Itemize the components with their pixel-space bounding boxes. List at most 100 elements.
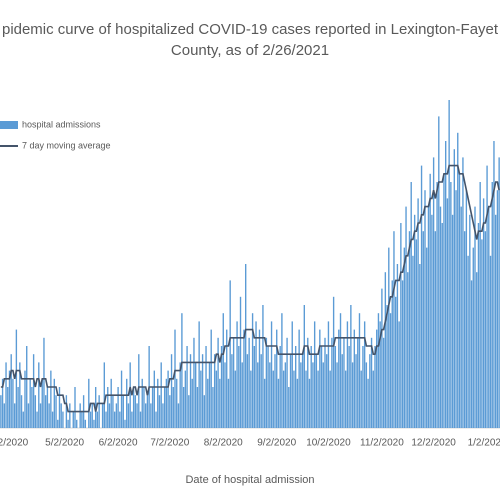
bar bbox=[396, 264, 399, 428]
bar bbox=[308, 378, 311, 428]
bar bbox=[151, 387, 154, 428]
bar bbox=[41, 378, 43, 428]
x-axis-label: Date of hospital admission bbox=[185, 474, 314, 486]
bar bbox=[195, 362, 197, 428]
bar bbox=[177, 403, 180, 428]
bar bbox=[196, 387, 199, 428]
bar bbox=[295, 346, 297, 428]
bar bbox=[367, 378, 369, 428]
bar bbox=[112, 395, 114, 428]
bar bbox=[162, 403, 164, 428]
bar bbox=[208, 362, 211, 428]
bar bbox=[65, 395, 68, 428]
bar bbox=[34, 395, 37, 428]
bar bbox=[241, 362, 243, 428]
legend-label: 7 day moving average bbox=[22, 140, 111, 150]
bar bbox=[434, 231, 437, 428]
bar bbox=[186, 346, 188, 428]
bar bbox=[253, 346, 255, 428]
bar bbox=[463, 231, 466, 428]
bar bbox=[374, 346, 376, 428]
bar bbox=[426, 247, 428, 428]
bar bbox=[200, 370, 202, 428]
bar bbox=[31, 387, 33, 428]
bar bbox=[141, 378, 143, 428]
bar bbox=[315, 354, 318, 428]
bar bbox=[26, 346, 28, 428]
bar bbox=[301, 354, 304, 428]
bar bbox=[53, 378, 55, 428]
bar bbox=[120, 370, 123, 428]
bar bbox=[365, 362, 368, 428]
bar bbox=[227, 378, 230, 428]
bar bbox=[258, 329, 261, 428]
bar bbox=[282, 370, 285, 428]
bar bbox=[3, 403, 5, 428]
bar bbox=[117, 387, 119, 428]
bar bbox=[60, 403, 62, 428]
bar bbox=[284, 362, 287, 428]
bar bbox=[72, 411, 74, 428]
bar bbox=[108, 403, 111, 428]
bar bbox=[257, 362, 259, 428]
x-tick-label: 9/2/2020 bbox=[257, 438, 296, 449]
bar bbox=[324, 337, 326, 428]
bar bbox=[243, 329, 245, 428]
bar bbox=[379, 321, 381, 428]
bar bbox=[388, 247, 390, 428]
bar bbox=[472, 247, 474, 428]
x-tick-label: 6/2/2020 bbox=[99, 438, 138, 449]
bar bbox=[119, 411, 121, 428]
bar bbox=[496, 190, 499, 428]
bar bbox=[419, 264, 421, 428]
bar bbox=[232, 337, 235, 428]
bar bbox=[79, 403, 81, 428]
bar bbox=[39, 403, 42, 428]
bar bbox=[395, 296, 397, 428]
bar bbox=[467, 255, 469, 428]
bar bbox=[293, 370, 295, 428]
bar bbox=[269, 362, 271, 428]
bar bbox=[288, 387, 290, 428]
bar bbox=[317, 370, 319, 428]
bar bbox=[446, 198, 449, 428]
bar bbox=[343, 337, 345, 428]
bar bbox=[477, 223, 480, 428]
bar bbox=[160, 362, 162, 428]
bar bbox=[239, 296, 242, 428]
bar bbox=[277, 378, 280, 428]
bar bbox=[296, 378, 299, 428]
bar bbox=[386, 305, 388, 428]
bar bbox=[369, 354, 371, 428]
bar bbox=[188, 395, 190, 428]
legend-swatch bbox=[0, 121, 18, 129]
bar bbox=[110, 378, 112, 428]
bar bbox=[313, 321, 316, 428]
bar bbox=[389, 313, 392, 428]
bar bbox=[263, 378, 266, 428]
bar bbox=[74, 387, 76, 428]
bar bbox=[339, 313, 342, 428]
bar bbox=[439, 206, 442, 428]
bar bbox=[124, 419, 126, 428]
bar bbox=[469, 214, 471, 428]
bar bbox=[238, 346, 240, 428]
bar bbox=[176, 378, 178, 428]
bar bbox=[410, 182, 412, 428]
bar bbox=[427, 206, 430, 428]
bar bbox=[88, 378, 90, 428]
bar bbox=[331, 337, 333, 428]
bar bbox=[126, 378, 128, 428]
bar bbox=[129, 362, 131, 428]
bar bbox=[262, 305, 264, 428]
bar bbox=[5, 362, 7, 428]
bar bbox=[219, 378, 221, 428]
bar bbox=[460, 206, 462, 428]
bar bbox=[279, 346, 281, 428]
bar bbox=[10, 354, 12, 428]
bar bbox=[391, 280, 393, 428]
bar bbox=[38, 362, 40, 428]
bar bbox=[93, 419, 95, 428]
bar bbox=[334, 346, 337, 428]
bar bbox=[377, 313, 380, 428]
